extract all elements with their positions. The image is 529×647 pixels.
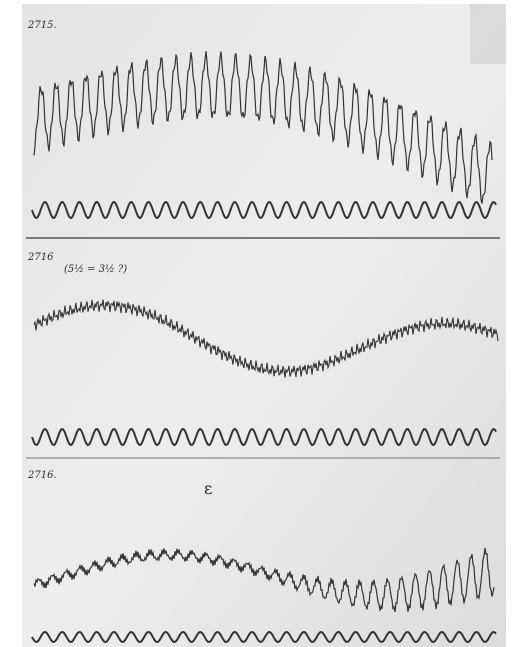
timing-trace bbox=[31, 200, 497, 220]
paper-sheet bbox=[22, 4, 506, 647]
traces bbox=[31, 51, 499, 644]
signal-trace bbox=[33, 547, 495, 613]
shadow bbox=[470, 4, 506, 64]
annotation: (5½ = 3½ ?) bbox=[64, 264, 127, 275]
record-number: 2715. bbox=[27, 20, 57, 31]
signal-trace bbox=[33, 299, 499, 378]
record-number: 2716. bbox=[27, 470, 57, 481]
timing-trace bbox=[31, 630, 497, 644]
signal-trace bbox=[33, 51, 493, 204]
record-number: 2716 bbox=[27, 252, 54, 263]
timing-trace bbox=[31, 427, 497, 447]
annotation: ε bbox=[204, 479, 212, 498]
